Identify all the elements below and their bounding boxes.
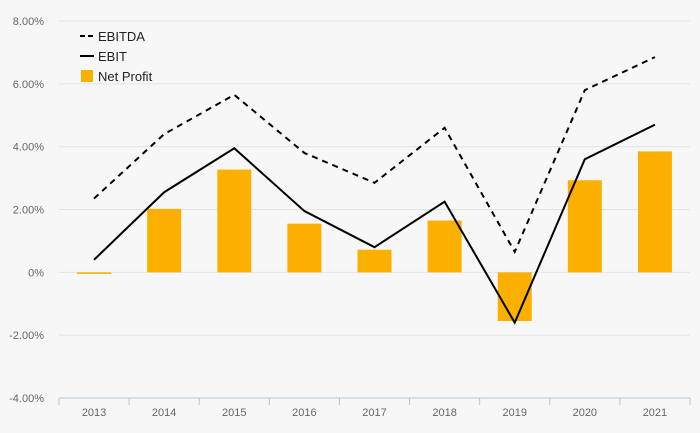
bar-net-profit [427, 220, 462, 273]
y-tick-label: 0% [28, 267, 44, 279]
y-tick-label: 8.00% [13, 16, 44, 28]
y-tick-label: 6.00% [13, 79, 44, 91]
x-tick-label: 2021 [643, 407, 667, 419]
bar-net-profit [147, 208, 182, 273]
legend-swatch-net-profit [81, 70, 93, 82]
line-ebit [93, 123, 656, 325]
y-tick-label: -4.00% [9, 393, 44, 405]
bar-net-profit [637, 151, 672, 273]
legend-label-ebit: EBIT [98, 49, 127, 64]
bar-net-profit [287, 223, 322, 273]
y-tick-label: 2.00% [13, 205, 44, 217]
bar-net-profit [217, 169, 252, 273]
line-ebitda [93, 56, 656, 255]
bar-net-profit [77, 272, 112, 274]
x-tick-label: 2013 [82, 407, 106, 419]
legend-label-net-profit: Net Profit [98, 69, 153, 84]
x-tick-label: 2018 [432, 407, 456, 419]
legend-label-ebitda: EBITDA [98, 29, 145, 44]
y-tick-label: -2.00% [9, 330, 44, 342]
x-tick-label: 2015 [222, 407, 246, 419]
y-tick-label: 4.00% [13, 142, 44, 154]
bar-net-profit [357, 249, 392, 273]
bar-net-profit [567, 180, 602, 273]
x-tick-label: 2020 [573, 407, 597, 419]
x-tick-label: 2014 [152, 407, 176, 419]
x-tick-label: 2016 [292, 407, 316, 419]
x-tick-label: 2019 [502, 407, 526, 419]
x-tick-label: 2017 [362, 407, 386, 419]
